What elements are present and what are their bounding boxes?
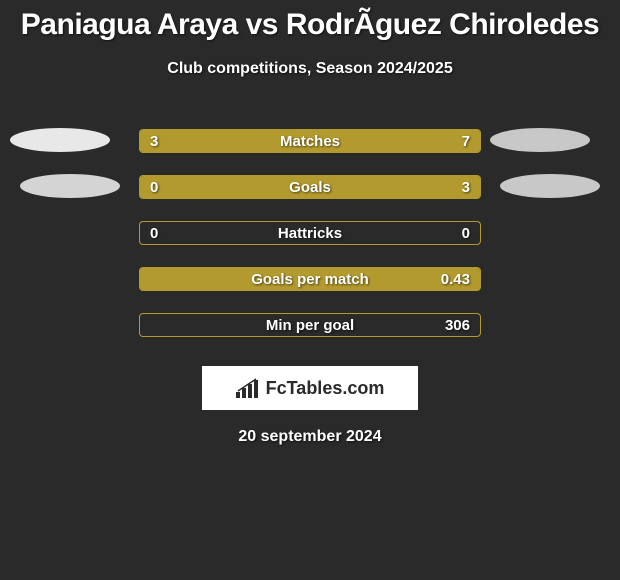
bar-track: Goals per match 0.43	[139, 267, 481, 291]
stats-area: 3 Matches 7 0 Goals 3 0 Hattricks 0 Goals per mat…	[0, 118, 620, 348]
logo-box: FcTables.com	[202, 366, 418, 410]
bar-track: 0 Hattricks 0	[139, 221, 481, 245]
stat-label: Goals per match	[251, 271, 369, 288]
bar-track: 0 Goals 3	[139, 175, 481, 199]
stat-row: Min per goal 306	[0, 302, 620, 348]
stat-value-left: 0	[150, 179, 158, 196]
player-ellipse	[20, 174, 120, 198]
bar-right-fill	[241, 130, 480, 152]
bar-track: 3 Matches 7	[139, 129, 481, 153]
stat-value-right: 0	[462, 225, 470, 242]
stat-value-right: 7	[462, 133, 470, 150]
stat-label: Min per goal	[266, 317, 354, 334]
stat-label: Hattricks	[278, 225, 342, 242]
stat-value-right: 3	[462, 179, 470, 196]
stat-row: 0 Hattricks 0	[0, 210, 620, 256]
page-title: Paniagua Araya vs RodrÃ­guez Chiroledes	[0, 0, 620, 42]
stat-label: Matches	[280, 133, 340, 150]
player-ellipse	[500, 174, 600, 198]
logo-text: FcTables.com	[266, 378, 385, 399]
logo: FcTables.com	[236, 378, 385, 399]
date-label: 20 september 2024	[0, 428, 620, 446]
stat-row: Goals per match 0.43	[0, 256, 620, 302]
player-ellipse	[10, 128, 110, 152]
comparison-infographic: Paniagua Araya vs RodrÃ­guez Chiroledes …	[0, 0, 620, 446]
stat-value-right: 306	[445, 317, 470, 334]
bars-icon	[236, 378, 262, 398]
bar-track: Min per goal 306	[139, 313, 481, 337]
subtitle: Club competitions, Season 2024/2025	[0, 60, 620, 78]
stat-label: Goals	[289, 179, 331, 196]
stat-value-left: 0	[150, 225, 158, 242]
player-ellipse	[490, 128, 590, 152]
stat-value-left: 3	[150, 133, 158, 150]
stat-value-right: 0.43	[441, 271, 470, 288]
